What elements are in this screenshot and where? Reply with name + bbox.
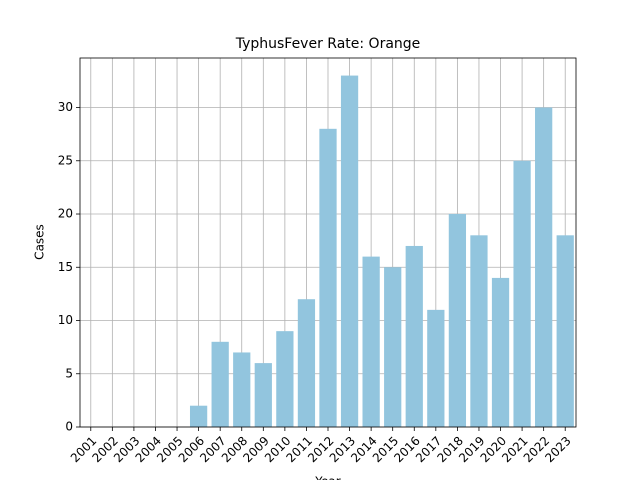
- plot-frame: [79, 57, 577, 428]
- bar: [319, 128, 337, 427]
- bar: [211, 341, 229, 427]
- y-tick-label: 30: [58, 100, 73, 114]
- bar: [405, 245, 423, 427]
- bar: [427, 309, 445, 427]
- bar: [513, 160, 531, 427]
- bar: [189, 405, 208, 427]
- bar: [448, 214, 467, 427]
- bar: [340, 75, 359, 428]
- y-tick-label: 20: [58, 207, 73, 221]
- bar: [276, 331, 294, 427]
- bar: [233, 352, 251, 427]
- bar: [254, 363, 272, 427]
- y-axis-label: Cases: [33, 224, 47, 260]
- bar: [297, 299, 316, 427]
- y-tick-label: 0: [65, 420, 73, 434]
- bar: [535, 107, 553, 428]
- bar: [470, 235, 488, 427]
- y-tick-label: 15: [58, 260, 73, 274]
- bar: [491, 277, 510, 427]
- chart-title: TyphusFever Rate: Orange: [235, 36, 421, 52]
- y-tick-label: 5: [65, 366, 73, 380]
- y-tick-label: 10: [58, 313, 73, 327]
- bar: [362, 256, 380, 427]
- y-tick-label: 25: [58, 153, 73, 167]
- x-axis-label: Year: [314, 475, 340, 480]
- bar: [556, 235, 574, 427]
- bar: [384, 267, 402, 427]
